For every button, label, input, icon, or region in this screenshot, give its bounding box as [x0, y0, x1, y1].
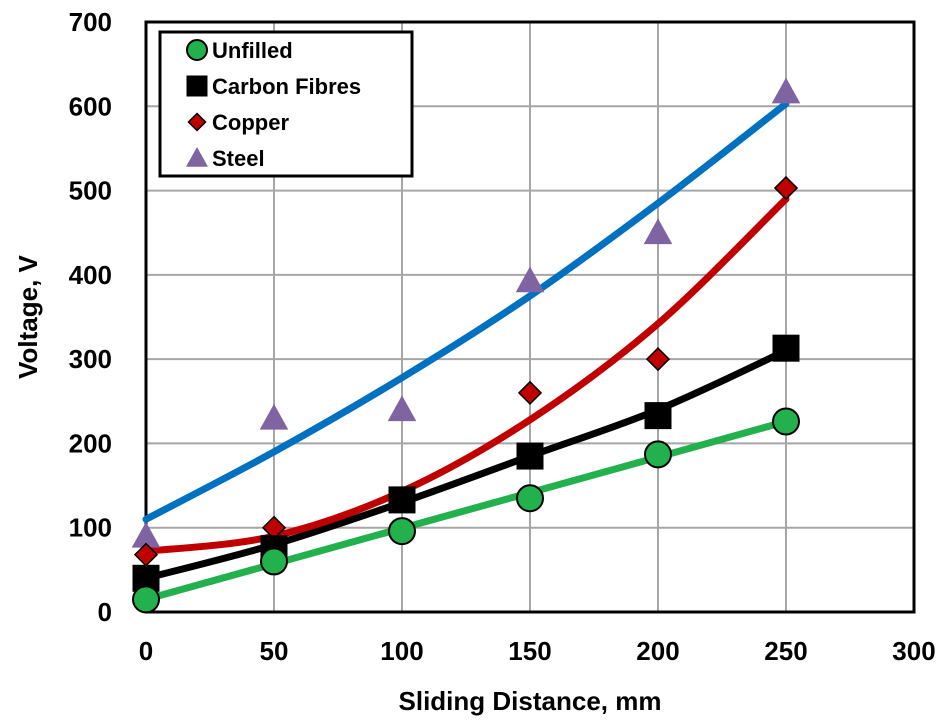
- y-tick-label: 300: [69, 344, 112, 374]
- legend-steel-marker: [186, 147, 208, 167]
- unfilled-point: [388, 517, 416, 546]
- x-tick-labels: 0 50 100 150 200 250 300: [139, 636, 936, 666]
- carbon-fibres-point: [516, 442, 544, 470]
- legend-unfilled-marker: [186, 39, 208, 61]
- steel-trendline: [142, 100, 790, 523]
- x-tick-label: 0: [139, 636, 153, 666]
- x-tick-label: 300: [892, 636, 935, 666]
- y-tick-label: 500: [69, 176, 112, 206]
- steel-point: [771, 77, 801, 104]
- x-tick-label: 150: [508, 636, 551, 666]
- y-tick-labels: 0 100 200 300 400 500 600 700: [69, 7, 112, 627]
- x-axis-title: Sliding Distance, mm: [399, 686, 662, 716]
- x-tick-label: 100: [380, 636, 423, 666]
- y-tick-label: 600: [69, 91, 112, 121]
- y-tick-label: 200: [69, 428, 112, 458]
- trend-lines: [142, 100, 790, 603]
- y-tick-label: 0: [98, 597, 112, 627]
- copper-trendline: [142, 195, 790, 555]
- steel-point: [643, 218, 673, 245]
- carbon-fibres-trendline: [142, 347, 790, 582]
- y-tick-label: 400: [69, 260, 112, 290]
- carbon-fibres-point: [772, 334, 800, 362]
- legend-steel-label: Steel: [212, 146, 265, 171]
- unfilled-trendline: [142, 418, 790, 603]
- carbon-fibres-point: [388, 486, 416, 514]
- markers: [131, 77, 801, 614]
- copper-point: [645, 347, 671, 372]
- y-axis-title: Voltage, V: [13, 254, 43, 378]
- unfilled-point: [260, 547, 288, 576]
- y-tick-label: 700: [69, 7, 112, 37]
- x-tick-label: 250: [764, 636, 807, 666]
- carbon-fibres-point: [644, 402, 672, 430]
- y-tick-label: 100: [69, 513, 112, 543]
- x-tick-label: 200: [636, 636, 679, 666]
- steel-point: [259, 403, 289, 430]
- plot-frame: [144, 20, 916, 614]
- copper-point: [517, 380, 543, 405]
- unfilled-point: [132, 585, 160, 614]
- unfilled-point: [772, 407, 800, 436]
- x-tick-label: 50: [260, 636, 289, 666]
- legend-unfilled-label: Unfilled: [212, 38, 293, 63]
- steel-point: [387, 395, 417, 422]
- steel-point: [131, 521, 161, 548]
- copper-point: [773, 175, 799, 201]
- unfilled-point: [516, 484, 544, 513]
- legend-copper-label: Copper: [212, 110, 289, 135]
- legend-carbon-fibres-marker: [186, 75, 208, 97]
- steel-point: [515, 266, 545, 293]
- legend-copper-marker: [187, 112, 207, 132]
- unfilled-point: [644, 440, 672, 469]
- legend: Unfilled Carbon Fibres Copper Steel: [158, 30, 414, 178]
- legend-carbon-fibres-label: Carbon Fibres: [212, 74, 361, 99]
